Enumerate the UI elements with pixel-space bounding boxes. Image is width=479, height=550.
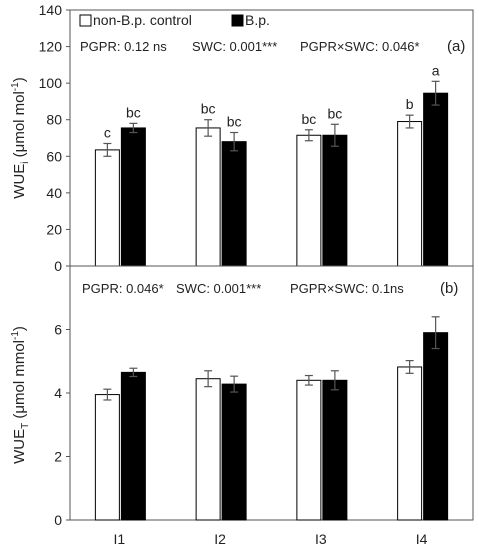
y-axis-label-b-sub: T (20, 423, 31, 429)
significance-letter: bc (327, 105, 342, 121)
panel-b-wue-t: 0 2 4 6 PGPR: 0.046* SWC: 0.001*** PGPR×SWC… (10, 265, 474, 528)
legend-swatch-control (79, 14, 92, 27)
error-bars-a (103, 80, 440, 157)
y-tick-label: 140 (39, 2, 63, 18)
bar-control (94, 149, 120, 267)
x-category-label: I1 (114, 531, 126, 547)
significance-letter: bc (227, 114, 242, 130)
y-axis-label-b-unit-close: ) (11, 326, 28, 331)
stat-interaction-a: PGPR×SWC: 0.046* (300, 39, 420, 54)
x-category-label: I3 (315, 531, 327, 547)
legend-label-control: non-B.p. control (93, 12, 192, 28)
bars-a (94, 92, 449, 267)
stat-interaction-b: PGPR×SWC: 0.1ns (290, 281, 404, 296)
y-axis-label-a-unit-close: ) (11, 77, 28, 82)
legend-label-bp: B.p. (245, 12, 270, 28)
bar-bp (120, 127, 146, 267)
legend-swatch-bp (231, 14, 244, 27)
y-axis-label-a-unit-sup: -1 (10, 82, 21, 91)
y-tick-label: 100 (39, 75, 63, 91)
bar-bp (322, 379, 348, 521)
y-tick-label: 20 (46, 221, 62, 237)
significance-letter: a (432, 62, 440, 78)
stat-swc-a: SWC: 0.001*** (192, 39, 277, 54)
stat-swc-b: SWC: 0.001*** (176, 281, 261, 296)
x-category-label: I2 (214, 531, 226, 547)
y-tick-label: 80 (46, 112, 62, 128)
error-bars-b (103, 316, 440, 401)
y-axis-ticks-a: 0 20 40 60 80 100 120 140 (39, 2, 70, 274)
panel-label-b: (b) (440, 280, 458, 297)
y-axis-label-b-main: WUE (11, 429, 28, 464)
bars-b (94, 332, 449, 521)
bar-control (195, 127, 221, 267)
y-axis-label-b: WUET (μmol mmol-1) (10, 326, 31, 464)
y-axis-label-a: WUEi (μmol mol-1) (10, 77, 31, 198)
bar-control (397, 121, 423, 267)
stat-pgpr-a: PGPR: 0.12 ns (80, 39, 167, 54)
significance-letter: c (104, 124, 111, 140)
panel-label-a: (a) (447, 38, 465, 55)
y-tick-label: 4 (54, 385, 62, 401)
significance-letter: bc (126, 104, 141, 120)
significance-letter: b (406, 96, 414, 112)
bar-control (94, 394, 120, 521)
legend: non-B.p. control B.p. (79, 12, 270, 28)
y-axis-label-b-unit-sup: -1 (10, 331, 21, 340)
y-axis-label-b-unit: (μmol mmol (11, 340, 28, 423)
bar-control (195, 378, 221, 521)
x-axis-category-labels: I1 I2 I3 I4 (114, 531, 428, 547)
bar-bp (221, 141, 247, 267)
y-tick-label: 40 (46, 185, 62, 201)
y-tick-label: 0 (54, 258, 62, 274)
y-axis-label-a-unit: (μmol mol (11, 91, 28, 161)
significance-letter: bc (201, 101, 216, 117)
y-tick-label: 60 (46, 148, 62, 164)
bar-control (296, 134, 322, 267)
y-axis-label-a-main: WUE (11, 164, 28, 199)
bar-bp (423, 92, 449, 267)
bar-bp (221, 383, 247, 521)
bar-bp (322, 134, 348, 267)
y-tick-label: 0 (54, 512, 62, 528)
significance-letter: bc (301, 111, 316, 127)
bar-bp (120, 371, 146, 521)
stat-pgpr-b: PGPR: 0.046* (82, 281, 164, 296)
bar-bp (423, 332, 449, 521)
bar-control (296, 379, 322, 521)
y-axis-ticks-b: 0 2 4 6 (54, 322, 70, 528)
x-category-label: I4 (416, 531, 428, 547)
y-tick-label: 120 (39, 39, 63, 55)
bar-control (397, 366, 423, 521)
y-tick-label: 6 (54, 322, 62, 338)
y-axis-label-a-sub: i (20, 161, 31, 163)
y-tick-label: 2 (54, 449, 62, 465)
